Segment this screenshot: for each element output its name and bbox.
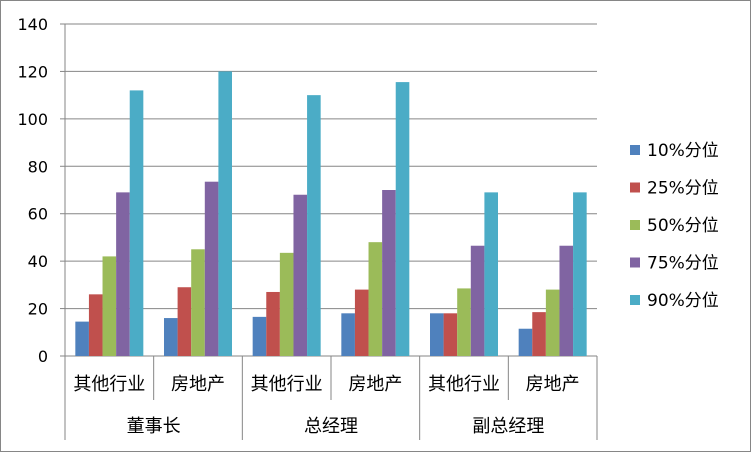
bar xyxy=(341,313,355,356)
x-category-label: 其他行业 xyxy=(73,374,145,395)
bar xyxy=(102,256,117,356)
y-tick-label: 60 xyxy=(28,205,48,224)
bar xyxy=(191,249,205,356)
x-category-label: 其他行业 xyxy=(251,374,323,395)
legend-swatch xyxy=(630,220,640,230)
legend-swatch xyxy=(630,295,640,305)
y-tick-label: 80 xyxy=(28,157,48,176)
bar xyxy=(177,287,192,356)
x-category-label: 房地产 xyxy=(348,374,402,395)
x-category-label: 房地产 xyxy=(171,374,225,395)
y-tick-label: 0 xyxy=(38,347,48,366)
bar xyxy=(559,245,574,356)
bar xyxy=(484,192,498,356)
bar xyxy=(307,95,321,356)
bar xyxy=(88,294,103,356)
bar xyxy=(75,321,89,356)
y-tick-label: 100 xyxy=(17,110,48,129)
legend-entry: 10%分位 xyxy=(647,141,719,161)
bar xyxy=(443,313,458,356)
bar xyxy=(573,192,587,356)
x-category-label: 房地产 xyxy=(526,374,580,395)
bar xyxy=(368,242,383,356)
x-group-label: 董事长 xyxy=(127,416,181,437)
bar xyxy=(430,313,444,356)
legend-swatch xyxy=(630,145,640,155)
bar xyxy=(518,328,533,356)
bar xyxy=(354,289,369,356)
bar xyxy=(129,90,144,357)
legend-swatch xyxy=(630,182,640,193)
bar xyxy=(218,71,232,357)
bar xyxy=(252,316,267,356)
bar xyxy=(293,194,308,356)
legend-entry: 50%分位 xyxy=(647,216,719,236)
legend-entry: 25%分位 xyxy=(647,179,719,199)
y-tick-label: 40 xyxy=(28,252,48,271)
legend-entry: 90%分位 xyxy=(647,291,719,311)
y-tick-label: 140 xyxy=(17,15,48,34)
bar xyxy=(470,245,485,356)
bar xyxy=(545,289,560,356)
bar xyxy=(382,190,396,356)
y-tick-label: 20 xyxy=(28,300,48,319)
bar xyxy=(164,318,178,356)
x-group-label: 副总经理 xyxy=(472,416,544,437)
bar xyxy=(532,312,546,356)
bar xyxy=(457,288,471,356)
bar xyxy=(116,192,130,356)
bar xyxy=(395,82,410,356)
x-group-label: 总经理 xyxy=(304,416,358,437)
y-tick-label: 120 xyxy=(17,62,48,81)
legend-entry: 75%分位 xyxy=(647,254,719,274)
legend-swatch xyxy=(630,257,640,268)
bar xyxy=(204,181,219,356)
x-category-label: 其他行业 xyxy=(428,374,500,395)
bar xyxy=(266,291,280,356)
bar xyxy=(279,252,294,356)
